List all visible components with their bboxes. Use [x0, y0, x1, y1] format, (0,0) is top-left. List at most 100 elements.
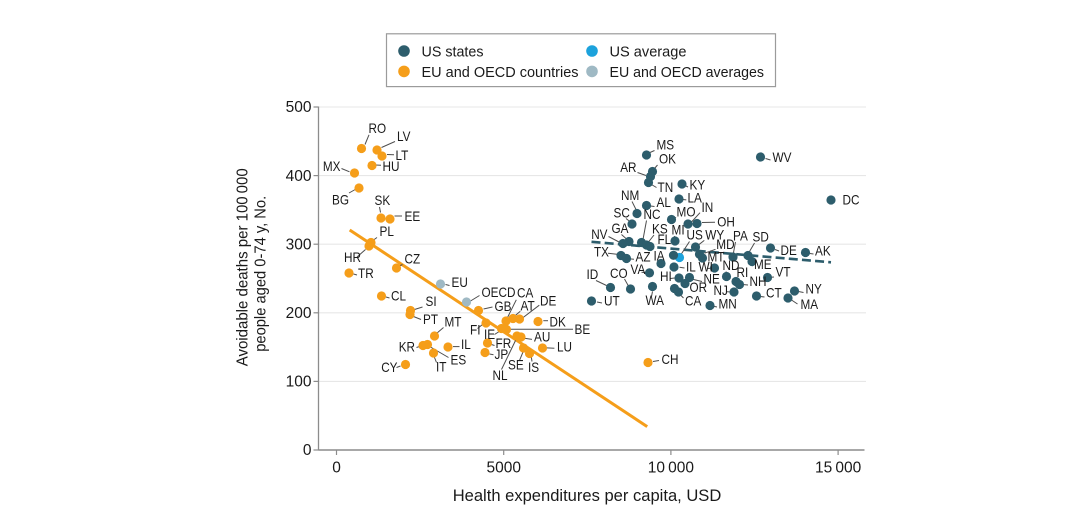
svg-text:MT: MT: [708, 249, 725, 265]
svg-text:AT: AT: [521, 298, 536, 314]
svg-text:5000: 5000: [486, 460, 521, 477]
svg-text:LA: LA: [688, 190, 703, 206]
svg-text:LT: LT: [396, 147, 409, 163]
svg-text:ID: ID: [587, 266, 599, 282]
svg-text:PT: PT: [423, 311, 438, 327]
svg-text:KR: KR: [399, 338, 415, 354]
svg-text:SD: SD: [753, 229, 769, 245]
svg-text:LU: LU: [557, 339, 572, 355]
svg-text:Avoidable deaths per 100 000: Avoidable deaths per 100 000: [235, 168, 252, 366]
svg-text:IA: IA: [654, 248, 666, 264]
svg-text:HU: HU: [383, 158, 400, 174]
svg-text:UT: UT: [604, 293, 620, 309]
svg-text:MN: MN: [719, 296, 737, 312]
svg-text:BE: BE: [575, 321, 591, 337]
svg-text:200: 200: [286, 305, 312, 322]
svg-text:US: US: [687, 227, 703, 243]
svg-text:KS: KS: [652, 221, 668, 237]
svg-text:WA: WA: [646, 292, 665, 308]
svg-text:WI: WI: [699, 259, 713, 275]
svg-text:CY: CY: [381, 359, 398, 375]
svg-text:IL: IL: [686, 259, 696, 275]
svg-text:AU: AU: [534, 329, 550, 345]
svg-text:NM: NM: [621, 187, 639, 203]
svg-text:SI: SI: [426, 293, 437, 309]
svg-text:IS: IS: [528, 359, 539, 375]
svg-text:CL: CL: [391, 288, 406, 304]
svg-text:LV: LV: [397, 128, 411, 144]
svg-text:MI: MI: [672, 222, 685, 238]
svg-text:10 000: 10 000: [648, 460, 695, 477]
svg-text:CA: CA: [685, 293, 702, 309]
svg-text:MD: MD: [716, 236, 734, 252]
svg-text:MO: MO: [677, 204, 696, 220]
svg-text:CA: CA: [517, 285, 534, 301]
svg-text:VT: VT: [776, 264, 791, 280]
svg-text:EU and OECD countries: EU and OECD countries: [422, 64, 579, 81]
svg-text:NE: NE: [704, 271, 720, 287]
svg-text:RO: RO: [369, 120, 387, 136]
svg-text:VA: VA: [631, 261, 646, 277]
svg-text:TN: TN: [658, 179, 674, 195]
svg-text:HI: HI: [660, 268, 672, 284]
svg-text:US average: US average: [610, 44, 687, 61]
svg-text:CO: CO: [610, 265, 628, 281]
svg-text:15 000: 15 000: [815, 460, 862, 477]
svg-text:ES: ES: [451, 352, 467, 368]
svg-text:AL: AL: [657, 194, 672, 210]
svg-text:FI: FI: [470, 322, 481, 338]
svg-text:CZ: CZ: [405, 251, 421, 267]
svg-text:DK: DK: [550, 314, 567, 330]
svg-text:IE: IE: [484, 326, 495, 342]
svg-text:KY: KY: [690, 177, 706, 193]
svg-text:NY: NY: [806, 281, 823, 297]
svg-text:BG: BG: [332, 192, 349, 208]
svg-text:400: 400: [286, 168, 312, 185]
svg-text:SK: SK: [375, 192, 391, 208]
svg-text:FL: FL: [658, 231, 672, 247]
svg-text:TR: TR: [358, 265, 374, 281]
svg-text:JP: JP: [495, 346, 509, 362]
svg-text:people aged 0-74 y, No.: people aged 0-74 y, No.: [253, 196, 270, 352]
svg-text:OK: OK: [659, 151, 677, 167]
svg-text:AK: AK: [815, 243, 831, 259]
svg-text:SE: SE: [508, 357, 524, 373]
svg-text:100: 100: [286, 374, 312, 391]
svg-text:DC: DC: [843, 192, 860, 208]
svg-text:0: 0: [303, 442, 312, 459]
svg-text:NH: NH: [750, 273, 767, 289]
svg-text:IN: IN: [702, 199, 714, 215]
svg-text:MS: MS: [657, 137, 675, 153]
svg-text:NL: NL: [493, 367, 508, 383]
svg-text:TX: TX: [594, 244, 610, 260]
svg-text:IL: IL: [461, 336, 471, 352]
svg-text:AR: AR: [620, 159, 636, 175]
svg-text:ME: ME: [754, 256, 772, 272]
svg-text:EU: EU: [452, 274, 468, 290]
svg-text:MT: MT: [445, 314, 462, 330]
svg-text:ND: ND: [723, 257, 740, 273]
svg-text:NC: NC: [644, 206, 661, 222]
svg-text:CT: CT: [766, 285, 782, 301]
svg-text:HR: HR: [344, 249, 361, 265]
svg-text:DE: DE: [781, 242, 797, 258]
svg-text:GB: GB: [495, 298, 512, 314]
svg-text:DE: DE: [540, 293, 556, 309]
svg-text:0: 0: [332, 460, 341, 477]
svg-text:OH: OH: [717, 213, 735, 229]
svg-text:OECD: OECD: [482, 284, 516, 300]
svg-text:WV: WV: [773, 149, 793, 165]
svg-text:US states: US states: [422, 44, 484, 61]
svg-text:SC: SC: [614, 205, 630, 221]
svg-text:MX: MX: [323, 158, 341, 174]
svg-text:NV: NV: [591, 226, 608, 242]
svg-text:EE: EE: [405, 208, 421, 224]
svg-text:FR: FR: [496, 335, 512, 351]
svg-text:RI: RI: [737, 264, 749, 280]
svg-text:OR: OR: [690, 279, 708, 295]
svg-text:PL: PL: [380, 223, 395, 239]
svg-text:NJ: NJ: [714, 282, 728, 298]
svg-text:IT: IT: [436, 359, 447, 375]
svg-text:EU and OECD averages: EU and OECD averages: [610, 64, 765, 81]
svg-text:CH: CH: [662, 351, 679, 367]
